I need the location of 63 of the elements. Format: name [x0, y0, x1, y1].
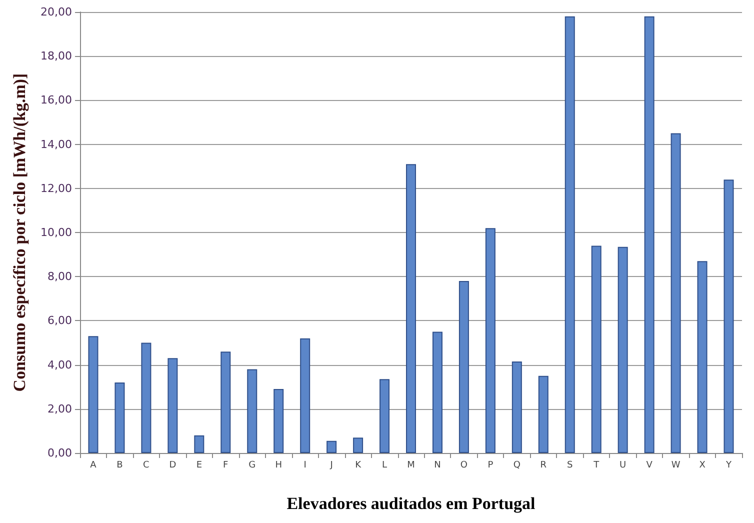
- x-tick-label: T: [592, 460, 600, 470]
- x-tick-label: L: [382, 460, 388, 470]
- bar: [274, 389, 284, 453]
- bar: [724, 180, 734, 453]
- y-tick-label: 2,00: [48, 402, 72, 416]
- bar: [141, 342, 152, 453]
- y-tick-label: 18,00: [40, 50, 72, 63]
- bar: [591, 246, 602, 453]
- bar: [564, 16, 575, 453]
- x-tick-label: U: [620, 460, 626, 470]
- y-tick-label: 20,00: [40, 6, 72, 18]
- bar: [485, 228, 496, 453]
- bar: [194, 435, 204, 453]
- x-tick-label: B: [116, 460, 123, 470]
- x-tick-label: M: [407, 460, 415, 470]
- x-tick-label: X: [699, 460, 706, 470]
- x-axis-title: Elevadores auditados em Portugal: [286, 494, 536, 513]
- y-tick-label: 14,00: [40, 138, 72, 151]
- bar: [512, 361, 522, 453]
- x-tick-label: S: [567, 460, 574, 470]
- bar: [644, 16, 654, 453]
- bar: [406, 164, 416, 453]
- x-tick-label: J: [329, 460, 333, 470]
- y-tick-label: 10,00: [40, 226, 72, 239]
- y-tick-label: 6,00: [48, 314, 72, 328]
- bar: [220, 352, 231, 453]
- x-tick-label: N: [434, 460, 441, 470]
- x-tick-label: V: [646, 460, 654, 470]
- bar: [670, 133, 681, 453]
- x-tick-label: H: [275, 460, 282, 470]
- bar: [114, 382, 125, 453]
- bar: [326, 440, 337, 453]
- x-tick-label: O: [460, 460, 468, 470]
- bar: [168, 358, 178, 453]
- x-tick-label: E: [196, 460, 202, 470]
- x-tick-label: Q: [513, 460, 520, 470]
- bar: [432, 332, 442, 453]
- bar: [353, 438, 364, 453]
- x-tick-label: C: [143, 460, 150, 470]
- y-tick-label: 0,00: [48, 446, 72, 460]
- x-tick-label: R: [540, 460, 547, 470]
- y-tick-label: 4,00: [48, 358, 72, 372]
- y-tick-label: 8,00: [48, 270, 72, 284]
- y-axis-title: Consumo específico por ciclo [mWh/(kg.m)]: [10, 73, 29, 392]
- y-tick-label: 12,00: [40, 182, 72, 195]
- bar: [618, 246, 628, 453]
- bar: [247, 369, 258, 453]
- x-tick-label: Y: [725, 460, 732, 470]
- x-tick-label: A: [90, 460, 98, 470]
- bar: [88, 336, 98, 453]
- x-tick-label: F: [223, 460, 228, 470]
- x-tick-label: K: [355, 460, 362, 470]
- bar: [697, 261, 708, 453]
- bar: [380, 379, 390, 453]
- x-tick-label: I: [304, 460, 306, 470]
- y-tick-label: 16,00: [40, 94, 72, 107]
- bar: [300, 338, 310, 453]
- x-tick-label: W: [671, 460, 680, 470]
- x-tick-label: G: [248, 460, 256, 470]
- x-tick-label: D: [169, 460, 176, 470]
- x-tick-label: P: [488, 460, 494, 470]
- bar: [538, 376, 548, 453]
- bar: [458, 281, 469, 453]
